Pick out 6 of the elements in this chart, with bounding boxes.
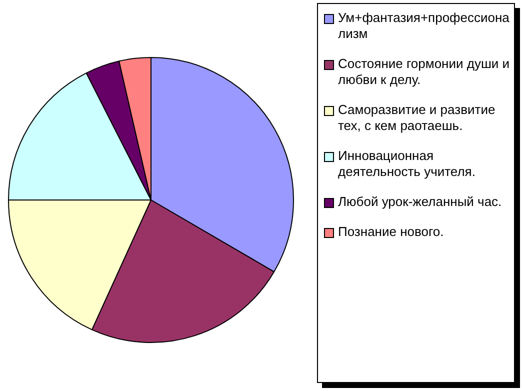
legend-label: Любой урок-желанный час. [338, 194, 502, 210]
legend-label: Состояние гормонии души и любви к делу. [338, 56, 510, 88]
legend-label: Инновационная деятельность учителя. [338, 148, 476, 180]
legend-label: Познание нового. [338, 224, 444, 240]
legend-label: Саморазвитие и развитие тех, с кем раотаешь. [338, 102, 496, 134]
legend-label: Ум+фантазия+профессионализм [338, 10, 510, 42]
